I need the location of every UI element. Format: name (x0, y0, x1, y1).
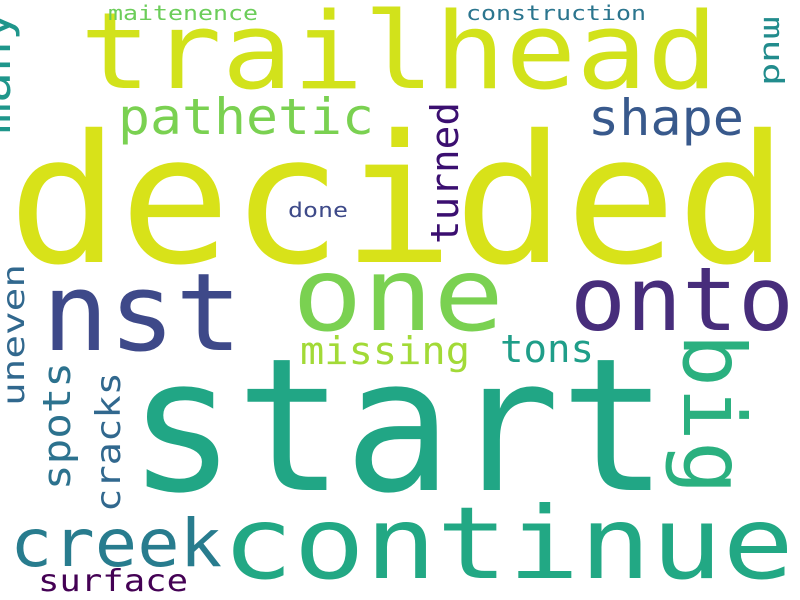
word-many: many (0, 10, 21, 134)
word-trailhead: trailhead (80, 0, 718, 113)
word-creek: creek (10, 505, 222, 582)
word-surface: surface (38, 564, 188, 599)
word-missing: missing (300, 329, 470, 373)
word-spots: spots (35, 362, 79, 490)
word-continue: continue (222, 485, 794, 600)
word-construction: construction (466, 1, 646, 25)
word-onto: onto (570, 248, 794, 351)
word-one: one (292, 236, 504, 355)
word-done: done (288, 198, 348, 222)
word-tons: tons (500, 327, 594, 371)
word-cracks: cracks (89, 372, 129, 512)
word-mud: mud (757, 16, 790, 86)
word-start: start (128, 318, 668, 534)
word-maitenence: maitenence (108, 1, 258, 25)
word-pathetic: pathetic (118, 88, 374, 146)
word-big: big (663, 333, 763, 495)
word-nst: nst (42, 251, 242, 376)
word-turned: turned (423, 102, 467, 244)
word-shape: shape (588, 89, 744, 147)
word-decided: decided (8, 97, 788, 304)
word-uneven: uneven (0, 264, 32, 406)
